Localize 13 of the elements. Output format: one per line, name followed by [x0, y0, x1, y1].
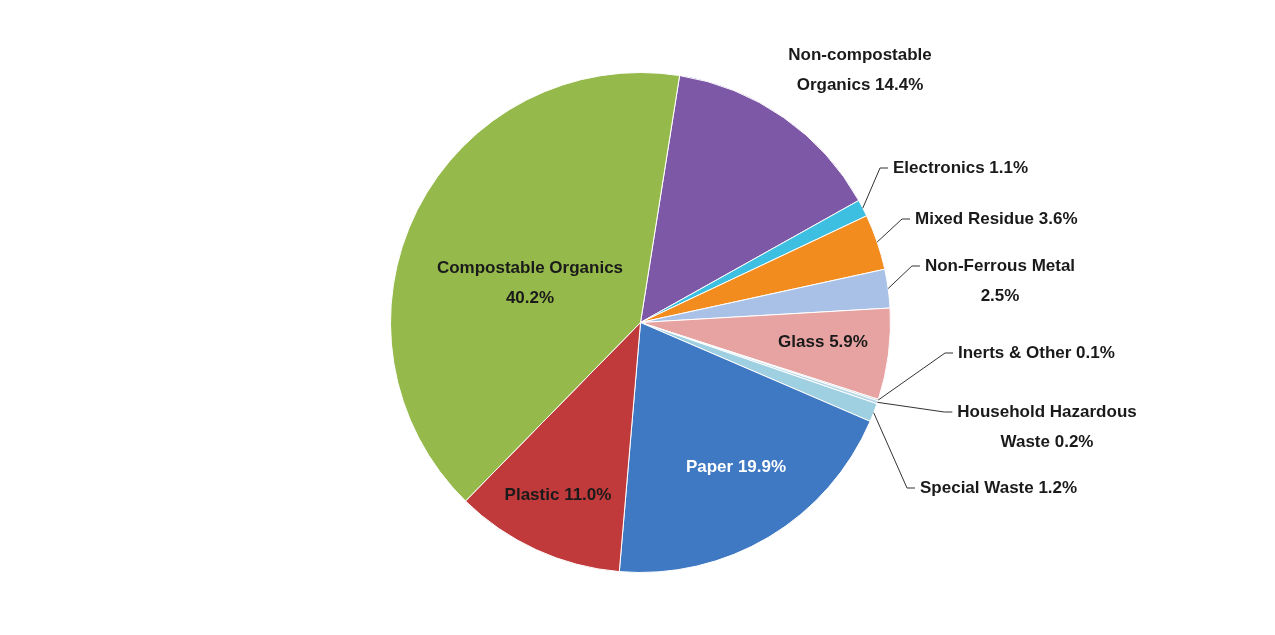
slice-label: Inerts & Other 0.1% — [958, 342, 1115, 362]
slice-label: Household Hazardous Waste 0.2% — [957, 401, 1137, 451]
slice-label: Mixed Residue 3.6% — [915, 208, 1078, 228]
data-label: 2.5% — [980, 285, 1020, 305]
slice-label: Compostable Organics — [436, 257, 624, 277]
data-label: 40.2% — [505, 287, 555, 307]
slice-label: Glass 5.9% — [778, 331, 868, 351]
slice-label: Non-compostable Organics 14.4% — [788, 44, 932, 94]
slice-label: Non-Ferrous Metal — [924, 255, 1076, 275]
slice-label: Plastic 11.0% — [504, 484, 612, 504]
slice-label: Paper 19.9% — [685, 456, 787, 476]
slice-label: Electronics 1.1% — [893, 157, 1029, 177]
slice-label: Special Waste 1.2% — [920, 477, 1078, 497]
